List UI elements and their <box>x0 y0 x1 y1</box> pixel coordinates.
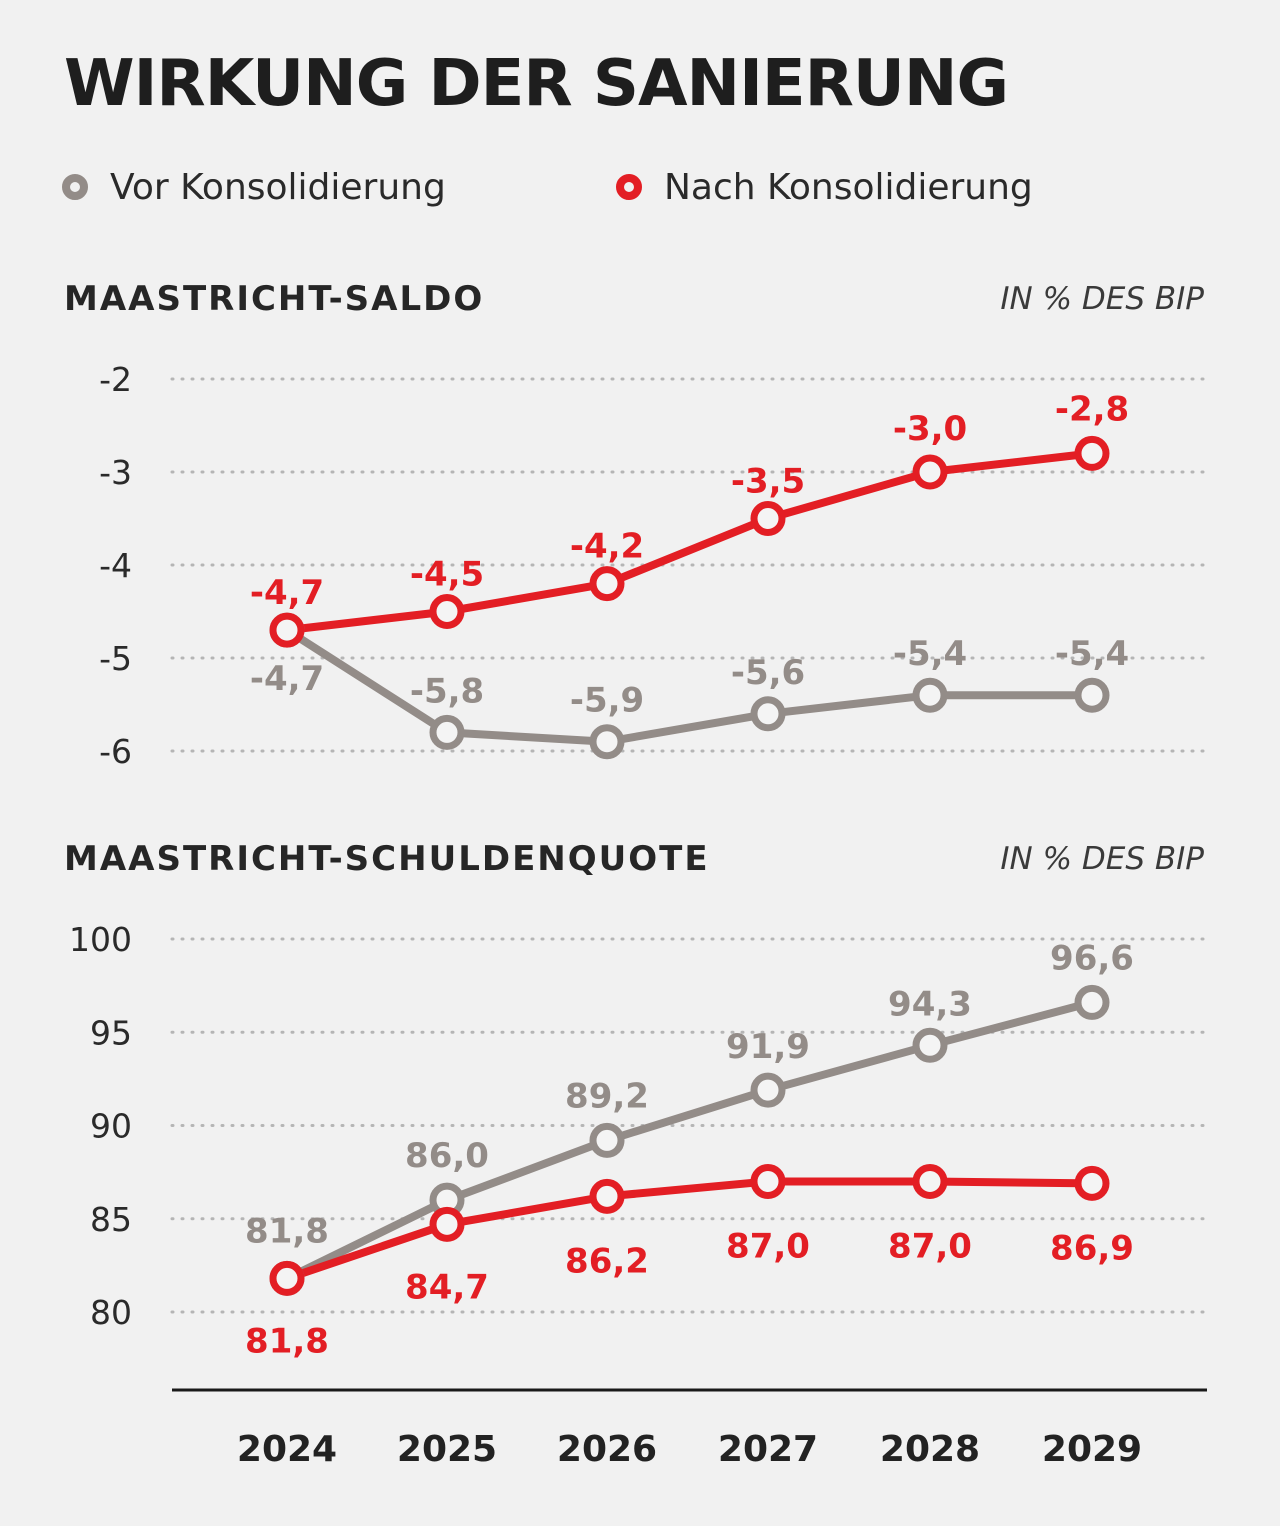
data-point-nach <box>589 566 625 602</box>
data-point-vor <box>912 677 948 713</box>
data-point-vor <box>429 714 465 750</box>
series-line-nach <box>283 449 1096 635</box>
data-point-nach <box>589 1178 625 1214</box>
data-label-nach: -3,5 <box>731 462 805 502</box>
legend-label-vor: Vor Konsolidierung <box>110 166 446 208</box>
data-label-nach: -2,8 <box>1055 389 1129 429</box>
panel-title-saldo: MAASTRICHT-SALDO <box>64 279 485 319</box>
series-line-nach <box>283 1177 1096 1283</box>
x-tick-label: 2028 <box>880 1429 980 1470</box>
data-point-nach <box>1074 1165 1110 1201</box>
data-point-nach <box>912 454 948 490</box>
data-point-vor <box>1074 984 1110 1020</box>
data-label-nach: 81,8 <box>245 1321 329 1361</box>
data-label-vor: -5,8 <box>410 671 484 711</box>
data-label-nach: 86,2 <box>565 1241 649 1281</box>
y-tick-label: -6 <box>99 732 132 771</box>
data-point-nach <box>1074 435 1110 471</box>
x-tick-label: 2024 <box>237 1429 337 1470</box>
data-label-nach: -4,5 <box>410 555 484 595</box>
data-label-vor: -5,6 <box>731 653 805 693</box>
data-point-vor <box>750 1072 786 1108</box>
data-point-vor <box>750 696 786 732</box>
chart-title: WIRKUNG DER SANIERUNG <box>64 47 1009 121</box>
circle-marker-icon <box>62 174 88 200</box>
data-point-vor <box>1074 677 1110 713</box>
y-tick-label: -5 <box>99 639 132 678</box>
data-label-nach: -3,0 <box>893 409 967 449</box>
data-point-nach <box>750 501 786 536</box>
data-point-nach <box>269 1260 305 1296</box>
data-label-vor: -4,7 <box>250 659 324 699</box>
data-point-nach <box>429 1206 465 1242</box>
y-tick-label: -2 <box>99 360 132 399</box>
data-label-vor: -5,4 <box>893 634 967 674</box>
data-label-nach: 87,0 <box>888 1226 972 1266</box>
data-label-nach: 86,9 <box>1050 1228 1134 1268</box>
data-point-nach <box>750 1163 786 1199</box>
data-label-vor: 94,3 <box>888 984 972 1024</box>
data-point-vor <box>589 724 625 760</box>
data-label-nach: -4,2 <box>570 527 644 567</box>
x-tick-label: 2026 <box>557 1429 657 1470</box>
data-label-nach: 84,7 <box>405 1267 489 1307</box>
panel-unit-saldo: IN % DES BIP <box>1000 281 1204 317</box>
data-label-vor: -5,9 <box>570 681 644 721</box>
data-point-nach <box>269 612 305 648</box>
data-point-vor <box>912 1027 948 1063</box>
data-label-vor: 86,0 <box>405 1136 489 1176</box>
panel-title-schuldenquote: MAASTRICHT-SCHULDENQUOTE <box>64 839 710 879</box>
data-label-vor: -5,4 <box>1055 634 1129 674</box>
y-tick-label: -3 <box>99 453 132 492</box>
data-point-vor <box>589 1122 625 1158</box>
series-line-vor <box>283 626 1096 746</box>
data-label-vor: 96,6 <box>1050 938 1134 978</box>
data-label-nach: 87,0 <box>726 1226 810 1266</box>
y-tick-label: 80 <box>90 1293 132 1332</box>
data-label-vor: 91,9 <box>726 1027 810 1067</box>
series-line-vor <box>283 998 1096 1283</box>
x-tick-label: 2025 <box>397 1429 497 1470</box>
data-label-nach: -4,7 <box>250 573 324 613</box>
circle-marker-icon <box>616 174 642 200</box>
x-tick-label: 2027 <box>718 1429 818 1470</box>
data-point-nach <box>912 1163 948 1199</box>
data-label-vor: 89,2 <box>565 1076 649 1116</box>
legend-label-nach: Nach Konsolidierung <box>664 166 1033 208</box>
y-tick-label: 100 <box>69 920 132 959</box>
y-tick-label: -4 <box>99 546 132 585</box>
data-label-vor: 81,8 <box>245 1211 329 1251</box>
data-point-nach <box>429 594 465 629</box>
legend-item-nach: Nach Konsolidierung <box>616 162 1033 212</box>
legend-item-vor: Vor Konsolidierung <box>62 162 446 212</box>
y-tick-label: 85 <box>90 1200 132 1239</box>
x-tick-label: 2029 <box>1042 1429 1142 1470</box>
panel-unit-schuldenquote: IN % DES BIP <box>1000 841 1204 877</box>
y-tick-label: 95 <box>90 1013 132 1052</box>
y-tick-label: 90 <box>90 1107 132 1146</box>
